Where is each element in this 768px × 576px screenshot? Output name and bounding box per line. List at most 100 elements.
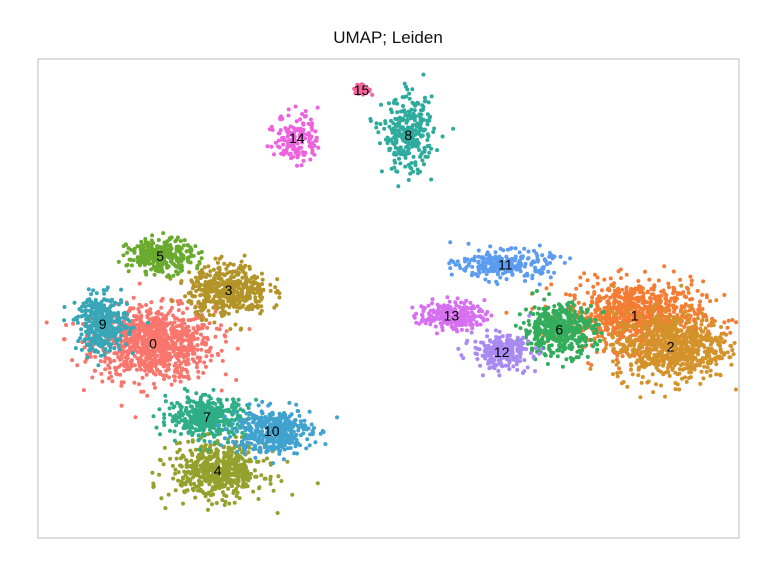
- cluster-2-point: [652, 333, 657, 338]
- cluster-8-point: [403, 164, 408, 169]
- cluster-8-point: [404, 120, 409, 125]
- cluster-2-point: [690, 339, 695, 343]
- cluster-7-point: [205, 402, 210, 407]
- cluster-0-point: [202, 360, 207, 365]
- cluster-0-point: [139, 313, 144, 318]
- cluster-1-point: [606, 299, 611, 303]
- cluster-0-point: [147, 369, 152, 374]
- cluster-0-point: [169, 382, 174, 387]
- cluster-1-point: [608, 295, 613, 300]
- cluster-2-point: [692, 367, 697, 372]
- cluster-5-point: [197, 260, 202, 264]
- cluster-2-point: [651, 390, 656, 395]
- cluster-2-point: [699, 322, 704, 327]
- cluster-1-point: [667, 308, 672, 313]
- cluster-8-point: [409, 161, 414, 165]
- cluster-6-point: [579, 306, 583, 311]
- cluster-0-point: [172, 374, 177, 379]
- cluster-0-point: [199, 332, 203, 337]
- cluster-4-point: [181, 501, 185, 506]
- cluster-7-point: [198, 447, 203, 452]
- cluster-0-point: [122, 363, 127, 368]
- cluster-2-point: [708, 342, 713, 347]
- cluster-0-point: [185, 332, 190, 337]
- cluster-2-point: [636, 373, 641, 378]
- cluster-6-point: [572, 309, 577, 314]
- cluster-0-point: [93, 354, 98, 359]
- cluster-7-point: [158, 432, 162, 437]
- cluster-5-point: [140, 249, 145, 254]
- cluster-0-point: [132, 380, 137, 385]
- cluster-1-point: [704, 295, 709, 300]
- cluster-8-point: [401, 104, 405, 108]
- cluster-6-point: [558, 303, 562, 308]
- cluster-2-point: [673, 322, 678, 327]
- cluster-2-point: [603, 346, 608, 351]
- cluster-1-point: [617, 300, 622, 305]
- cluster-4-point: [202, 471, 206, 476]
- cluster-3-point: [201, 298, 206, 303]
- cluster-3-point: [213, 256, 218, 261]
- cluster-2-point: [629, 367, 633, 372]
- cluster-8-point: [396, 184, 401, 189]
- cluster-0-point: [164, 337, 169, 342]
- cluster-9-point: [112, 346, 117, 351]
- cluster-8-point: [412, 108, 417, 113]
- cluster-8-point: [422, 162, 426, 167]
- cluster-0-point: [153, 317, 158, 322]
- cluster-2-point: [664, 315, 669, 319]
- cluster-1-point: [637, 290, 642, 295]
- cluster-0-point: [160, 296, 165, 301]
- cluster-3-point: [213, 300, 218, 305]
- cluster-0-point: [165, 322, 170, 327]
- cluster-4-point: [206, 507, 210, 512]
- cluster-0-point: [168, 308, 173, 313]
- cluster-4-point: [183, 473, 188, 478]
- cluster-3-point: [241, 285, 246, 290]
- cluster-2-point: [619, 321, 624, 326]
- cluster-0-point: [160, 334, 165, 339]
- cluster-0-point: [177, 375, 182, 380]
- cluster-2-point: [717, 356, 722, 361]
- cluster-1-point: [608, 317, 613, 322]
- cluster-6-point: [544, 331, 549, 336]
- cluster-7-point: [178, 432, 183, 436]
- cluster-0-point: [108, 360, 113, 365]
- cluster-1-point: [726, 318, 731, 323]
- cluster-0-point: [173, 353, 177, 358]
- cluster-3-point: [221, 308, 225, 313]
- cluster-4-point: [251, 489, 256, 494]
- cluster-0-point: [172, 316, 177, 320]
- cluster-3-point: [215, 292, 220, 296]
- cluster-1-point: [604, 319, 609, 324]
- cluster-7-point: [236, 397, 241, 402]
- cluster-6-point: [577, 327, 582, 332]
- cluster-8-point: [402, 151, 407, 156]
- cluster-2-point: [699, 369, 704, 374]
- cluster-5-point: [167, 236, 172, 241]
- cluster-2-point: [678, 322, 683, 327]
- cluster-4-point: [184, 462, 189, 467]
- cluster-5-point: [178, 239, 183, 243]
- cluster-3-point: [170, 299, 175, 304]
- cluster-0-point: [119, 362, 124, 367]
- cluster-0-point: [152, 362, 157, 367]
- cluster-2-point: [685, 318, 690, 323]
- cluster-2-point: [704, 318, 709, 323]
- cluster-8-point: [382, 126, 387, 131]
- cluster-2-point: [708, 368, 713, 373]
- cluster-3-point: [245, 290, 250, 295]
- cluster-0-point: [207, 349, 212, 354]
- cluster-9-point: [72, 300, 77, 305]
- cluster-8-point: [421, 72, 426, 77]
- cluster-5-point: [150, 250, 155, 255]
- cluster-0-point: [205, 325, 210, 330]
- cluster-3-point: [259, 271, 264, 276]
- cluster-6-point: [584, 322, 589, 327]
- cluster-7-point: [184, 425, 188, 430]
- cluster-2-point: [714, 298, 719, 303]
- cluster-2-point: [615, 333, 620, 337]
- cluster-0-point: [187, 328, 191, 333]
- cluster-2-point: [691, 324, 696, 329]
- cluster-9-point: [91, 288, 96, 293]
